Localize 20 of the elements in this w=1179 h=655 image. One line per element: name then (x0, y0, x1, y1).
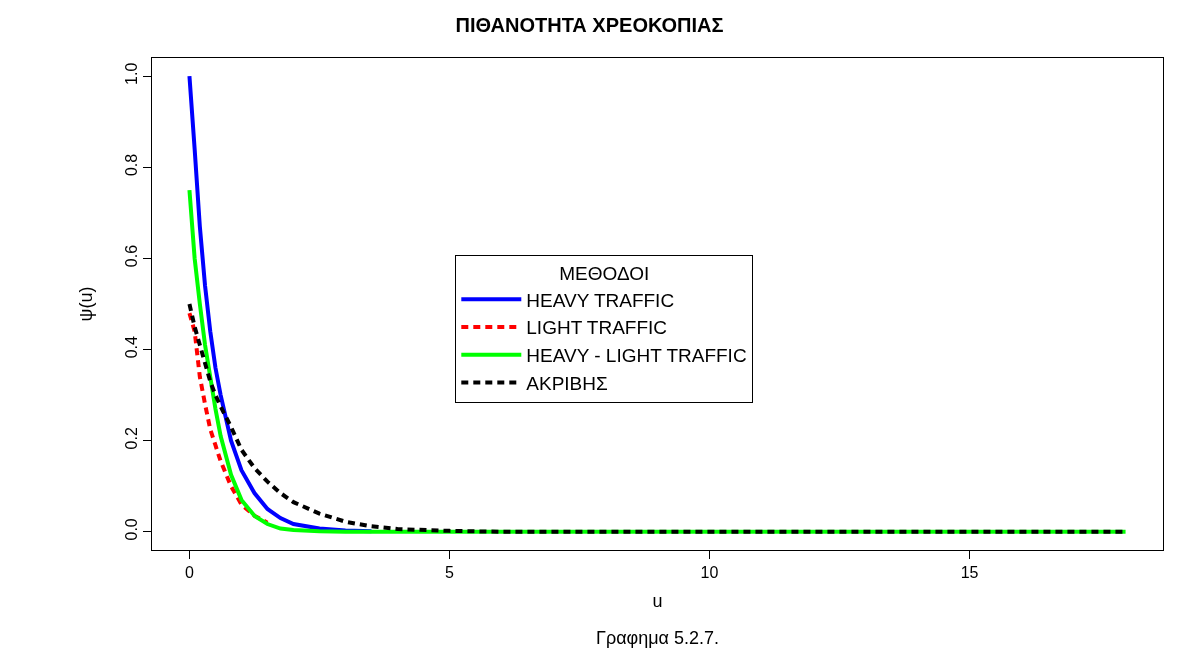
y-tick-label: 0.0 (122, 518, 140, 541)
x-tick-label: 0 (184, 564, 194, 582)
y-tick-label: 0.2 (122, 427, 140, 450)
chart-title: ΠΙΘΑΝΟΤΗΤΑ ΧΡΕΟΚΟΠΙΑΣ (455, 14, 724, 36)
x-tick-label: 15 (960, 564, 979, 582)
legend-label: ΑΚΡΙΒΗΣ (526, 372, 608, 394)
legend-label: LIGHT TRAFFIC (526, 317, 668, 339)
y-tick-label: 0.4 (122, 335, 140, 359)
legend-label: HEAVY - LIGHT TRAFFIC (526, 345, 747, 367)
line-series (187, 311, 270, 525)
y-tick-label: 1.0 (122, 62, 140, 85)
y-tick-label: 0.6 (122, 244, 140, 268)
x-tick-label: 5 (445, 564, 455, 582)
x-tick-label: 10 (700, 564, 719, 582)
text: Γραφημα 5.2.7. (596, 628, 720, 648)
legend-label: HEAVY TRAFFIC (526, 289, 675, 311)
y-tick-label: 0.8 (122, 153, 140, 177)
y-axis-title: ψ(u) (75, 286, 96, 322)
x-axis-title: u (652, 591, 663, 612)
legend-title: ΜΕΘΟΔΟΙ (559, 263, 650, 285)
